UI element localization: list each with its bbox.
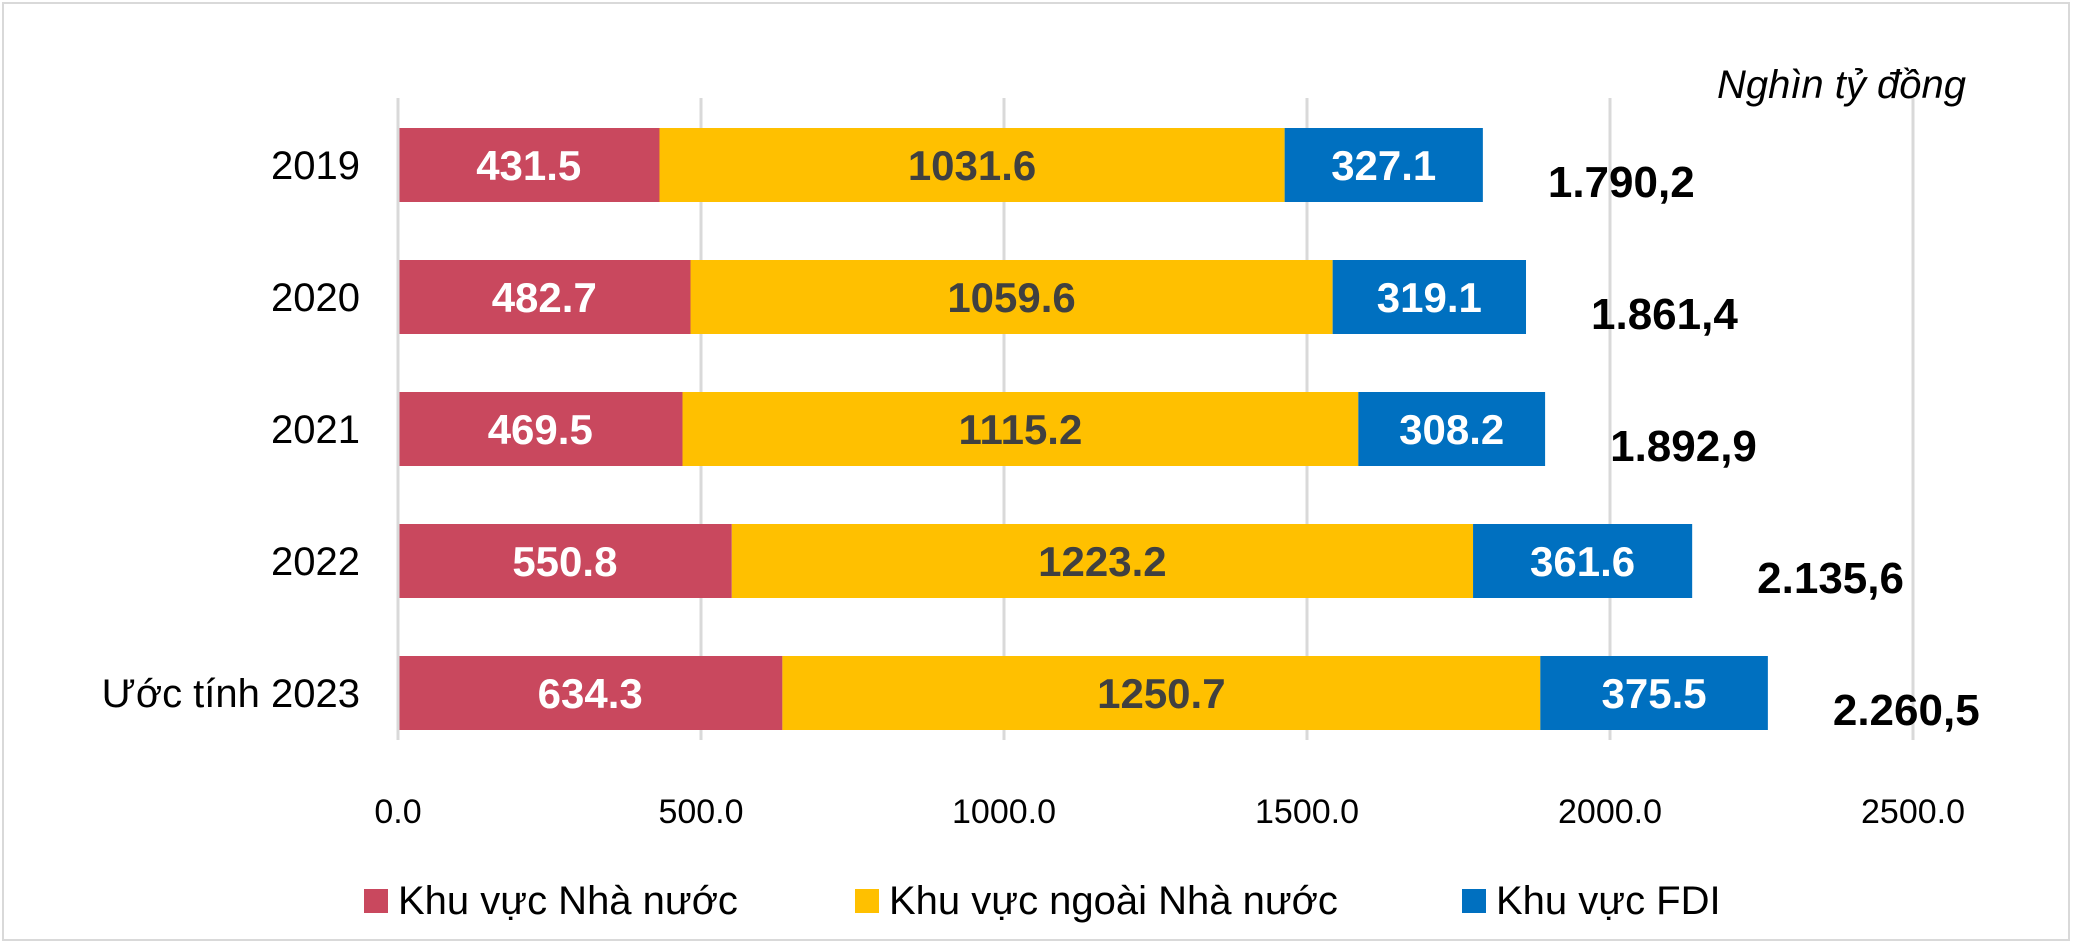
- x-tick-label: 0.0: [374, 793, 421, 831]
- total-label: 1.892,9: [1610, 422, 1757, 471]
- category-label: Ước tính 2023: [102, 672, 360, 716]
- legend-label: Khu vực FDI: [1496, 879, 1721, 923]
- segment-value-label: 634.3: [538, 670, 643, 717]
- bar-segment: [1540, 656, 1768, 730]
- bar-segment: [1332, 260, 1527, 334]
- bar-segment: [398, 260, 691, 334]
- segment-value-label: 1059.6: [947, 274, 1075, 321]
- bar-segment: [398, 524, 732, 598]
- category-label: 2020: [271, 276, 360, 320]
- legend: Khu vực Nhà nước Khu vực ngoài Nhà nước Kh…: [364, 879, 1721, 923]
- category-label: 2019: [271, 144, 360, 188]
- x-tick-label: 1500.0: [1255, 793, 1359, 831]
- bar-segment: [782, 656, 1541, 730]
- x-tick-label: 2500.0: [1861, 793, 1965, 831]
- category-label: 2022: [271, 540, 360, 584]
- x-tick-label: 500.0: [658, 793, 743, 831]
- segment-value-label: 319.1: [1377, 274, 1482, 321]
- bar-segment: [1358, 392, 1546, 466]
- legend-swatch: [364, 889, 388, 913]
- legend-swatch: [855, 889, 879, 913]
- segment-value-label: 469.5: [488, 406, 593, 453]
- bar-segment: [1473, 524, 1693, 598]
- segment-value-label: 375.5: [1602, 670, 1707, 717]
- segment-value-label: 1115.2: [959, 406, 1083, 453]
- total-label: 1.861,4: [1591, 290, 1738, 339]
- bar-segment: [1284, 128, 1483, 202]
- bar-segment: [659, 128, 1285, 202]
- bar-segment: [398, 392, 683, 466]
- bars: [398, 128, 1768, 730]
- segment-value-label: 361.6: [1530, 538, 1635, 585]
- x-axis: 0.0 500.0 1000.0 1500.0 2000.0 2500.0 2019 2020…: [102, 98, 1965, 831]
- category-label: 2021: [271, 408, 360, 452]
- segment-value-label: 431.5: [476, 142, 581, 189]
- bar-segment: [398, 656, 783, 730]
- segment-value-label: 1250.7: [1097, 670, 1225, 717]
- segment-value-label: 308.2: [1399, 406, 1504, 453]
- bar-segment: [731, 524, 1474, 598]
- segment-value-label: 327.1: [1331, 142, 1436, 189]
- bar-segment: [690, 260, 1333, 334]
- total-label: 2.260,5: [1833, 686, 1980, 735]
- legend-label: Khu vực Nhà nước: [398, 879, 738, 923]
- bar-segment: [682, 392, 1359, 466]
- bar-segment: [398, 128, 660, 202]
- unit-label: Nghìn tỷ đồng: [1717, 63, 1966, 107]
- segment-value-label: 1031.6: [908, 142, 1036, 189]
- x-tick-label: 1000.0: [952, 793, 1056, 831]
- segment-value-label: 1223.2: [1038, 538, 1166, 585]
- value-labels: 431.5 1031.6 327.1 1.790,2 482.7 1059.6 319.1 1…: [476, 142, 1979, 735]
- x-tick-label: 2000.0: [1558, 793, 1662, 831]
- total-label: 1.790,2: [1548, 158, 1695, 207]
- segment-value-label: 550.8: [512, 538, 617, 585]
- total-label: 2.135,6: [1757, 554, 1904, 603]
- legend-swatch: [1462, 889, 1486, 913]
- legend-label: Khu vực ngoài Nhà nước: [889, 879, 1338, 923]
- segment-value-label: 482.7: [492, 274, 597, 321]
